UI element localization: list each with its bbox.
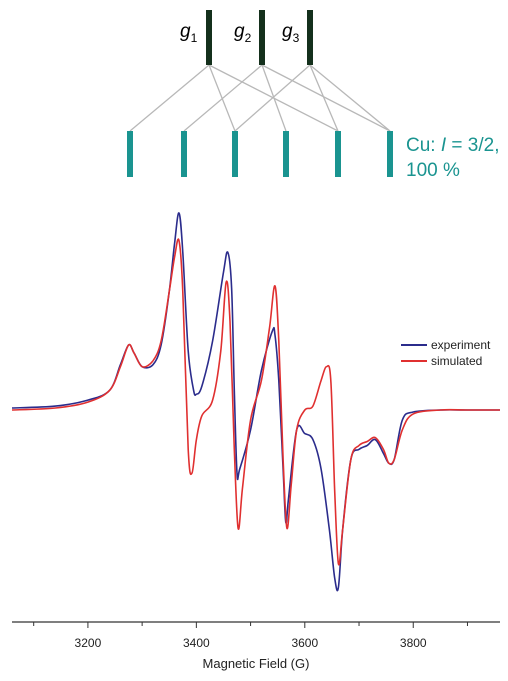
x-axis-title: Magnetic Field (G) bbox=[203, 656, 310, 671]
g-labels: g1 g2 g3 bbox=[180, 21, 300, 45]
g2-label: g2 bbox=[234, 21, 252, 45]
hyperfine-stick-6 bbox=[387, 131, 393, 177]
hyperfine-stick-1 bbox=[127, 131, 133, 177]
x-tick-label: 3800 bbox=[400, 636, 427, 650]
x-axis-ticks: 3200 3400 3600 3800 bbox=[33, 622, 468, 650]
g3-label: g3 bbox=[282, 21, 300, 45]
g1-stick bbox=[206, 10, 212, 65]
g3-stick bbox=[307, 10, 313, 65]
cu-isotope-label: Cu: I = 3/2, bbox=[406, 135, 500, 156]
connector-line bbox=[129, 64, 210, 132]
splitting-diagram bbox=[127, 10, 393, 177]
series-line-experiment bbox=[11, 212, 500, 592]
hyperfine-stick-5 bbox=[335, 131, 341, 177]
connector-line bbox=[309, 64, 391, 132]
legend-label-simulated: simulated bbox=[431, 354, 482, 368]
plot-area bbox=[11, 212, 500, 592]
legend: experiment simulated bbox=[401, 338, 491, 368]
g1-label: g1 bbox=[180, 21, 198, 45]
x-tick-label: 3400 bbox=[183, 636, 210, 650]
hyperfine-stick-2 bbox=[181, 131, 187, 177]
g2-stick bbox=[259, 10, 265, 65]
connector-line bbox=[234, 64, 311, 132]
legend-label-experiment: experiment bbox=[431, 338, 491, 352]
series-line-simulated bbox=[11, 238, 500, 566]
cu-abundance-label: 100 % bbox=[406, 160, 460, 181]
hyperfine-stick-3 bbox=[232, 131, 238, 177]
connector-line bbox=[261, 64, 391, 132]
hyperfine-stick-4 bbox=[283, 131, 289, 177]
connector-line bbox=[261, 64, 287, 132]
connector-line bbox=[183, 64, 263, 132]
x-tick-label: 3600 bbox=[291, 636, 318, 650]
x-tick-label: 3200 bbox=[75, 636, 102, 650]
connector-line bbox=[309, 64, 339, 132]
